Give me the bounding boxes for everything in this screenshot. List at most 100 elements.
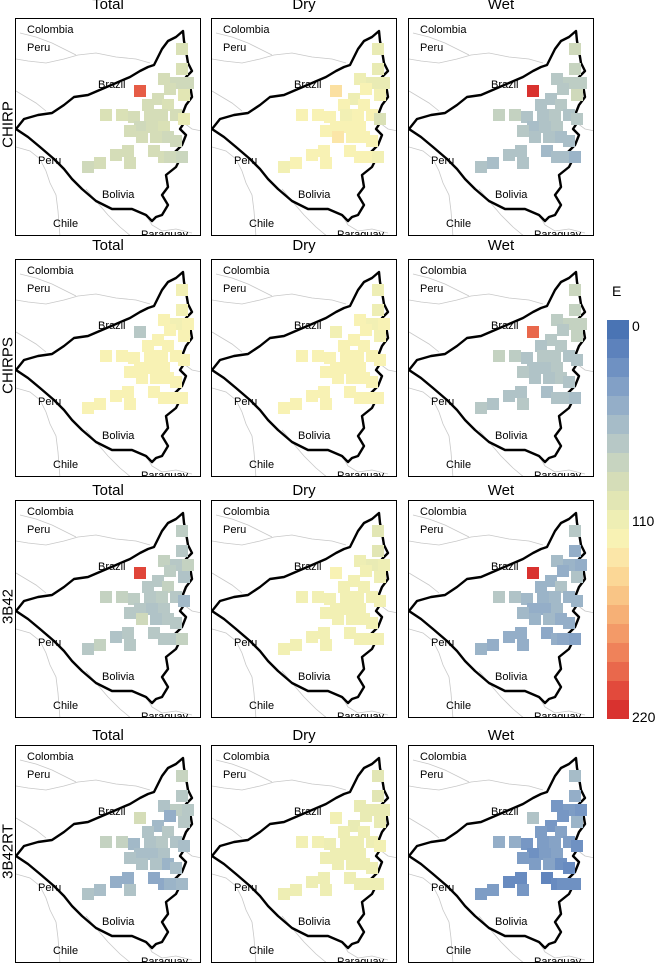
place-label-peru-top: Peru bbox=[223, 283, 247, 295]
grid-cell bbox=[571, 595, 583, 607]
grid-cell bbox=[150, 858, 162, 870]
grid-cell bbox=[537, 836, 549, 848]
place-label-bolivia: Bolivia bbox=[102, 189, 135, 201]
place-label-bolivia: Bolivia bbox=[495, 189, 528, 201]
grid-cell bbox=[156, 109, 168, 121]
basin-outline bbox=[16, 29, 194, 223]
grid-cell bbox=[330, 85, 342, 97]
grid-cell bbox=[128, 593, 140, 605]
grid-cell bbox=[557, 392, 569, 404]
grid-cell bbox=[110, 631, 122, 643]
colorbar-swatch bbox=[607, 472, 629, 491]
grid-cell bbox=[354, 121, 366, 133]
grid-cell bbox=[521, 352, 533, 364]
place-label-peru-bottom: Peru bbox=[431, 155, 455, 167]
map-svg bbox=[212, 756, 396, 962]
grid-cell bbox=[571, 330, 583, 342]
grid-cell bbox=[541, 386, 553, 398]
country-border bbox=[212, 779, 347, 791]
grid-cell bbox=[122, 145, 134, 157]
grid-cell bbox=[352, 350, 364, 362]
grid-cell bbox=[306, 631, 318, 643]
grid-cell bbox=[170, 862, 182, 874]
grid-cell bbox=[134, 121, 146, 133]
place-label-paraguay: Paraguay bbox=[534, 470, 582, 477]
country-border bbox=[212, 387, 257, 476]
grid-cell bbox=[563, 135, 575, 147]
grid-cell bbox=[94, 157, 106, 169]
country-border bbox=[341, 214, 389, 234]
place-label-peru-top: Peru bbox=[223, 524, 247, 536]
grid-cell bbox=[539, 848, 551, 860]
grid-cell bbox=[551, 314, 563, 326]
grid-cell bbox=[170, 135, 182, 147]
grid-cell bbox=[128, 352, 140, 364]
grid-cell bbox=[176, 633, 188, 645]
grid-cell bbox=[557, 151, 569, 163]
grid-cell bbox=[116, 350, 128, 362]
grid-cell bbox=[563, 862, 575, 874]
grid-cell bbox=[529, 131, 541, 143]
grid-cell bbox=[374, 89, 386, 101]
grid-cell bbox=[527, 362, 539, 374]
place-label-chile: Chile bbox=[446, 945, 472, 957]
country-border bbox=[409, 779, 544, 791]
country-border bbox=[409, 52, 544, 64]
colorbar-swatch bbox=[607, 491, 629, 510]
map-svg bbox=[16, 511, 200, 717]
grid-cell bbox=[515, 872, 527, 884]
place-label-peru-bottom: Peru bbox=[38, 637, 62, 649]
grid-cell bbox=[162, 99, 174, 111]
grid-cell bbox=[124, 884, 136, 896]
place-label-brazil: Brazil bbox=[98, 320, 126, 332]
grid-cell bbox=[330, 812, 342, 824]
grid-cell bbox=[354, 314, 366, 326]
grid-cell bbox=[551, 848, 563, 860]
grid-cell bbox=[158, 800, 170, 812]
country-border bbox=[145, 455, 193, 475]
grid-cell bbox=[527, 121, 539, 133]
grid-cell bbox=[124, 607, 136, 619]
grid-cell bbox=[557, 633, 569, 645]
place-label-brazil: Brazil bbox=[491, 320, 519, 332]
grid-cell bbox=[158, 603, 170, 615]
colorbar-swatch bbox=[607, 548, 629, 567]
grid-cell bbox=[366, 862, 378, 874]
grid-cell bbox=[156, 350, 168, 362]
place-label-colombia: Colombia bbox=[27, 265, 74, 277]
grid-cell bbox=[278, 888, 290, 900]
grid-cell bbox=[569, 545, 581, 557]
country-border bbox=[215, 32, 273, 56]
grid-cell bbox=[517, 852, 529, 864]
grid-cell bbox=[354, 362, 366, 374]
grid-cell bbox=[348, 575, 360, 587]
grid-cell bbox=[527, 567, 539, 579]
country-border bbox=[16, 387, 61, 476]
place-label-chile: Chile bbox=[249, 700, 275, 712]
grid-cell bbox=[176, 392, 188, 404]
column-title-wet: Wet bbox=[487, 727, 515, 744]
grid-cell bbox=[521, 838, 533, 850]
grid-cell bbox=[372, 770, 384, 782]
colorbar-swatch bbox=[607, 339, 629, 358]
grid-cell bbox=[176, 284, 188, 296]
grid-cell bbox=[571, 89, 583, 101]
column-title-total: Total bbox=[92, 482, 124, 499]
place-label-chile: Chile bbox=[446, 218, 472, 230]
grid-cell bbox=[545, 575, 557, 587]
column-title-dry: Dry bbox=[292, 727, 316, 744]
grid-cell bbox=[178, 330, 190, 342]
grid-cell bbox=[170, 376, 182, 388]
grid-cell bbox=[338, 340, 350, 352]
country-border bbox=[145, 214, 193, 234]
grid-cell bbox=[509, 836, 521, 848]
grid-cell bbox=[142, 99, 154, 111]
grid-cell bbox=[128, 838, 140, 850]
colorbar-swatch bbox=[607, 567, 629, 586]
country-border bbox=[16, 331, 47, 353]
grid-cell bbox=[144, 350, 156, 362]
grid-cell bbox=[352, 591, 364, 603]
place-label-chile: Chile bbox=[249, 945, 275, 957]
grid-cell bbox=[176, 545, 188, 557]
grid-cell bbox=[571, 354, 583, 366]
